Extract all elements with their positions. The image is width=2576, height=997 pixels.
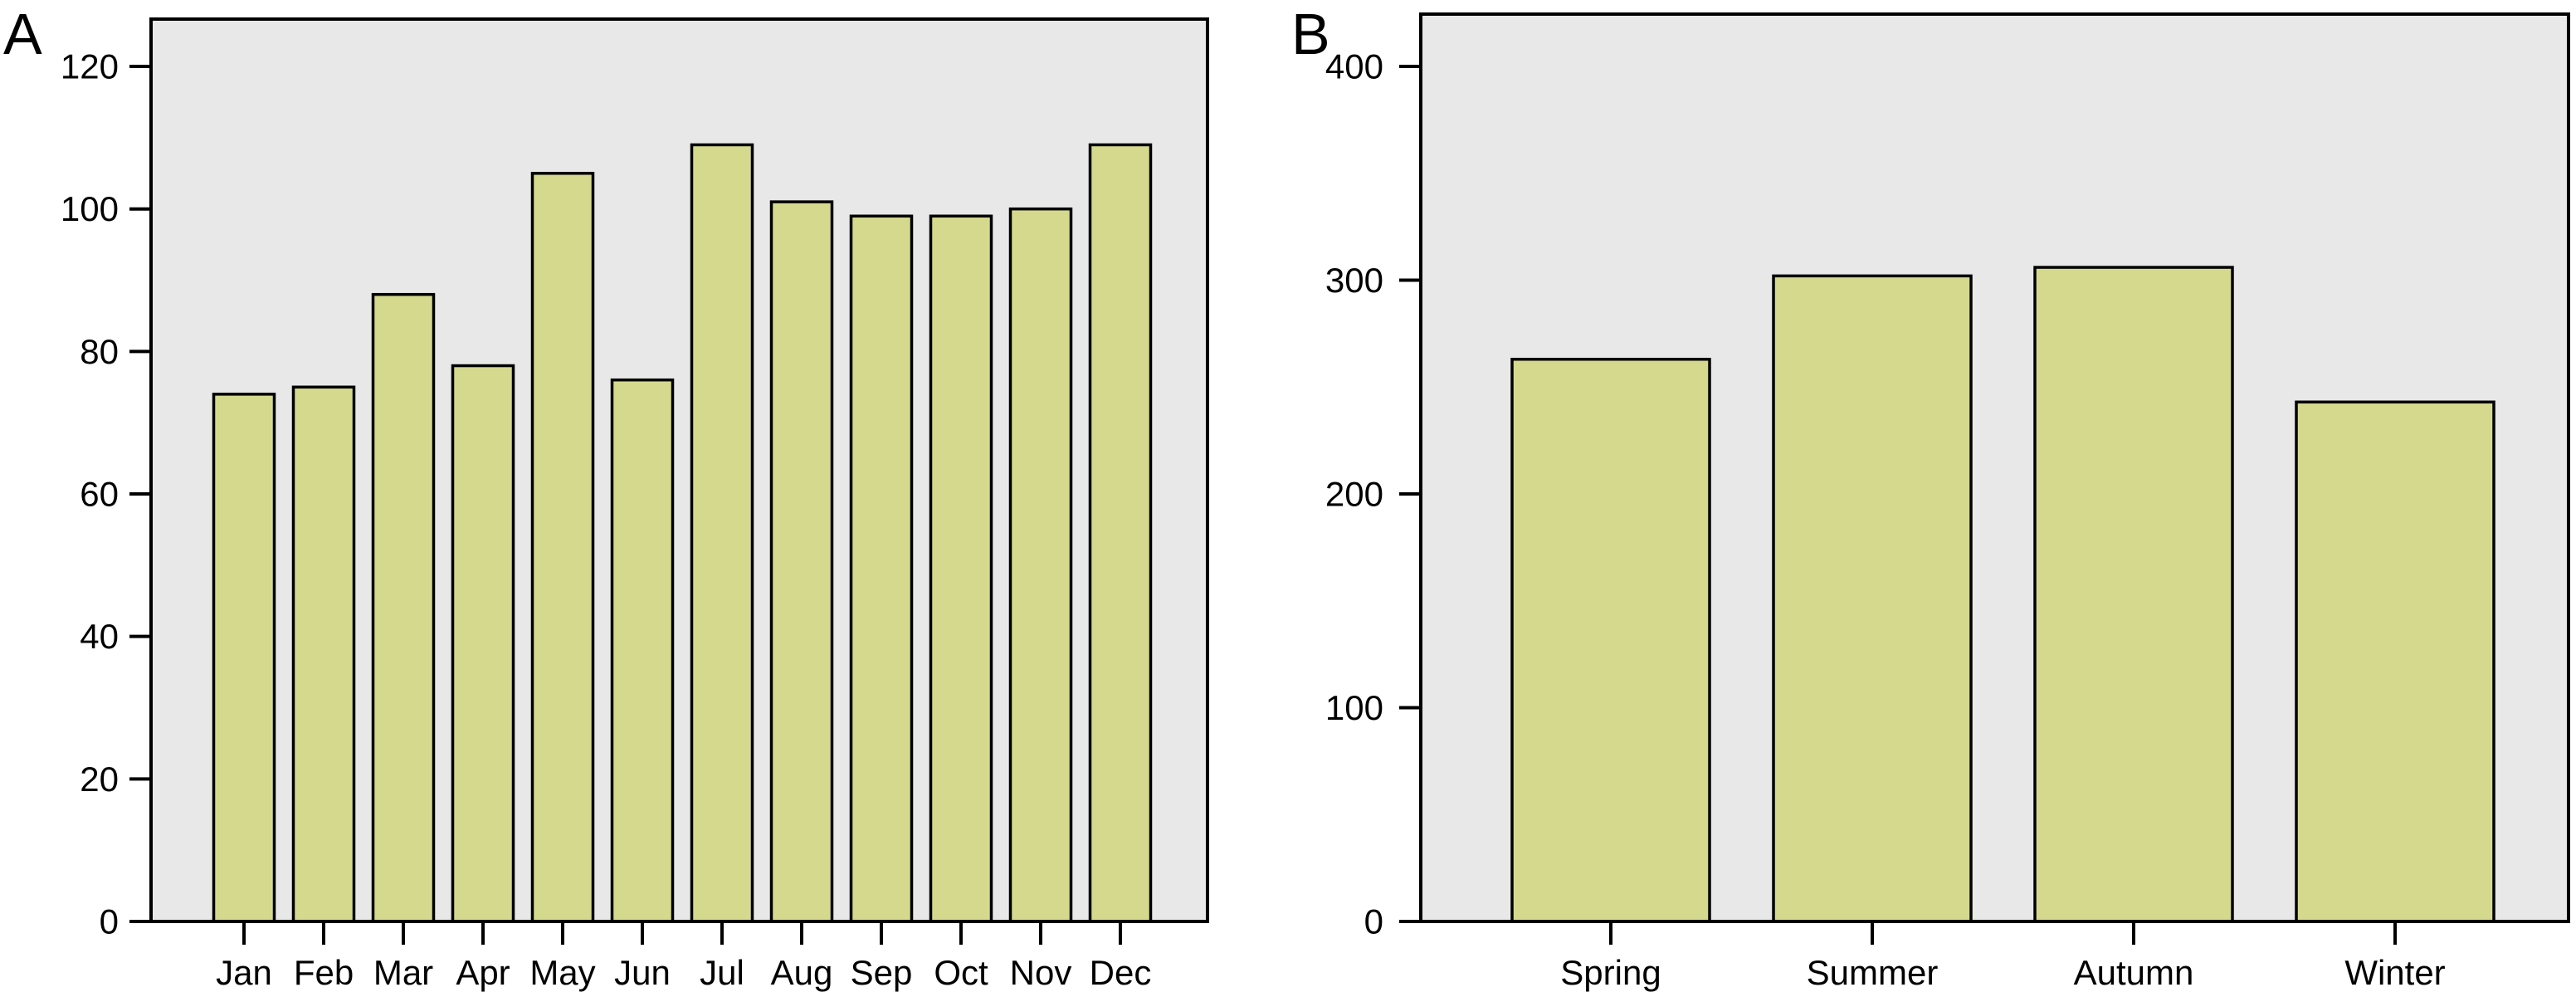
bar-summer [1772, 274, 1973, 923]
bar-oct [929, 214, 993, 923]
bar-jul [690, 143, 754, 923]
plot-border-a [149, 17, 1209, 923]
chart-panel-a: 0 20 40 60 80 100 120 Jan Feb Mar Apr May Jun Jul Aug S… [61, 17, 1209, 992]
x-tick-label-feb: Feb [294, 953, 354, 992]
y-tick-label-0: 0 [1364, 902, 1383, 941]
y-tick-label-300: 300 [1325, 261, 1383, 300]
y-tick-label-80: 80 [80, 332, 119, 371]
bar-may [530, 172, 595, 923]
y-tick-label-100: 100 [61, 189, 119, 228]
bar-apr [451, 364, 515, 923]
x-tick-label-spring: Spring [1560, 953, 1661, 992]
panel-label-a: A [3, 2, 42, 66]
plot-border-b [1419, 12, 2570, 923]
bar-spring [1510, 358, 1711, 923]
bar-winter [2295, 400, 2496, 923]
x-tick-label-jan: Jan [216, 953, 272, 992]
x-tick-label-jul: Jul [700, 953, 744, 992]
x-tick-label-mar: Mar [373, 953, 433, 992]
y-tick-label-60: 60 [80, 475, 119, 514]
x-tick-label-apr: Apr [456, 953, 510, 992]
x-tick-label-summer: Summer [1807, 953, 1939, 992]
x-tick-label-aug: Aug [771, 953, 833, 992]
y-tick-label-100: 100 [1325, 688, 1383, 727]
bar-mar [371, 292, 436, 923]
bar-autumn [2033, 266, 2234, 923]
bar-jun [610, 378, 675, 923]
y-tick-label-0: 0 [100, 902, 119, 941]
chart-panel-b: 0 100 200 300 400 Spring Summer Autumn Winter [1325, 12, 2570, 992]
bar-nov [1008, 207, 1073, 923]
bar-jan [212, 393, 276, 923]
bar-sep [849, 214, 914, 923]
x-tick-label-may: May [529, 953, 595, 992]
y-tick-label-400: 400 [1325, 47, 1383, 86]
y-tick-label-40: 40 [80, 617, 119, 656]
bar-feb [291, 385, 356, 923]
y-tick-label-200: 200 [1325, 475, 1383, 514]
panel-label-b: B [1291, 2, 1330, 66]
x-tick-label-dec: Dec [1090, 953, 1152, 992]
x-tick-label-sep: Sep [851, 953, 913, 992]
y-tick-label-20: 20 [80, 760, 119, 799]
bar-aug [769, 200, 834, 923]
x-tick-label-oct: Oct [934, 953, 988, 992]
y-tick-label-120: 120 [61, 47, 119, 86]
x-tick-label-jun: Jun [614, 953, 671, 992]
x-tick-label-autumn: Autumn [2074, 953, 2194, 992]
bar-dec [1088, 143, 1153, 923]
x-tick-label-winter: Winter [2344, 953, 2445, 992]
x-tick-label-nov: Nov [1010, 953, 1072, 992]
